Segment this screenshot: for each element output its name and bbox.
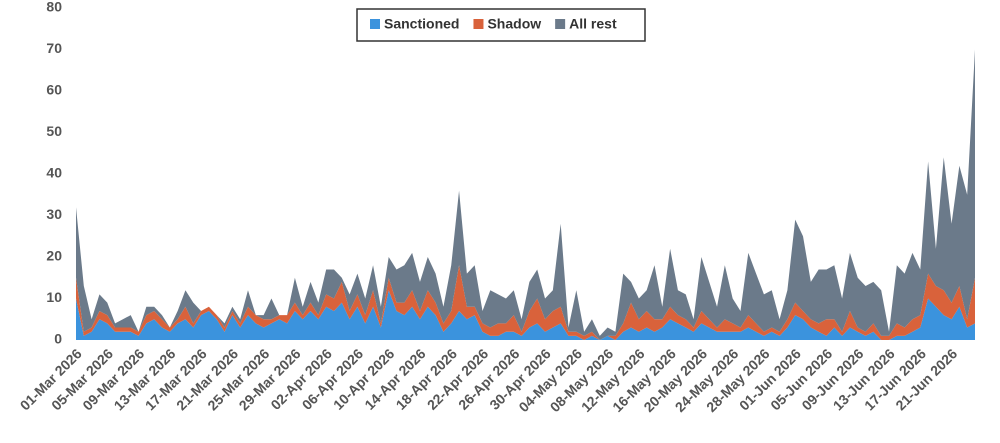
legend-swatch (370, 19, 380, 29)
legend: Sanctioned Shadow All rest (356, 8, 646, 42)
y-tick-label: 50 (46, 123, 62, 139)
y-tick-label: 60 (46, 82, 62, 98)
area (76, 290, 975, 340)
legend-swatch (555, 19, 566, 29)
y-tick-label: 10 (46, 289, 62, 305)
area (76, 49, 975, 340)
y-tick-label: 80 (46, 0, 62, 15)
y-tick-label: 70 (46, 40, 62, 56)
legend-label: Shadow (487, 16, 541, 32)
area (76, 265, 975, 340)
y-tick-label: 20 (46, 248, 62, 264)
legend-box (356, 8, 646, 42)
legend-label: All rest (569, 16, 617, 32)
y-tick-label: 0 (54, 331, 62, 347)
legend-swatch (473, 19, 484, 29)
legend-label: Sanctioned (384, 16, 459, 32)
y-tick-label: 40 (46, 165, 62, 181)
y-tick-label: 30 (46, 206, 62, 222)
